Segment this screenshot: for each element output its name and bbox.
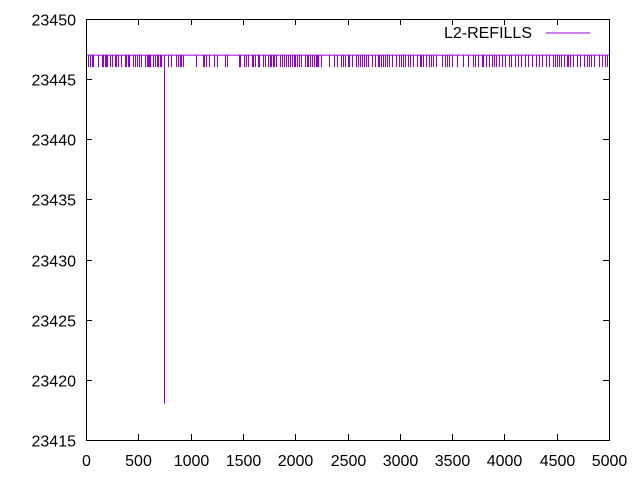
y-tick-label-3: 23430 — [32, 254, 77, 271]
legend-label-l2-refills: L2-REFILLS — [444, 25, 532, 42]
x-tick-label-9: 4500 — [540, 453, 576, 470]
x-tick-label-8: 4000 — [487, 453, 523, 470]
legend: L2-REFILLS — [444, 25, 590, 42]
x-tick-label-0: 0 — [82, 453, 91, 470]
y-tick-label-1: 23420 — [32, 374, 77, 391]
y-tick-label-5: 23440 — [32, 133, 77, 150]
x-tick-label-3: 1500 — [226, 453, 262, 470]
y-tick-label-6: 23445 — [32, 73, 77, 90]
y-tick-label-4: 23435 — [32, 193, 77, 210]
y-tick-label-0: 23415 — [32, 434, 77, 451]
x-tick-label-1: 500 — [125, 453, 152, 470]
x-tick-label-10: 5000 — [592, 453, 628, 470]
plot-area — [86, 54, 609, 404]
x-tick-label-6: 3000 — [383, 453, 419, 470]
x-tick-label-5: 2500 — [331, 453, 367, 470]
axes: 0 500 1000 1500 2000 2500 3000 3500 4000 4500 5000… — [32, 13, 628, 471]
y-tick-label-7: 23450 — [32, 13, 77, 30]
y-tick-label-2: 23425 — [32, 314, 77, 331]
x-tick-label-2: 1000 — [174, 453, 210, 470]
x-tick-label-4: 2000 — [278, 453, 314, 470]
x-tick-label-7: 3500 — [435, 453, 471, 470]
